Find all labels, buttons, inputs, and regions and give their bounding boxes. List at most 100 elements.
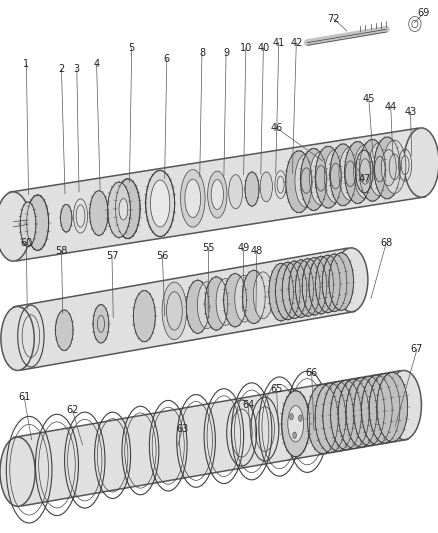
- Ellipse shape: [60, 204, 72, 232]
- Ellipse shape: [1, 306, 34, 370]
- Ellipse shape: [162, 282, 186, 340]
- Ellipse shape: [93, 305, 109, 343]
- Text: 68: 68: [379, 238, 392, 247]
- Ellipse shape: [119, 199, 127, 220]
- Text: 61: 61: [18, 392, 30, 402]
- Ellipse shape: [345, 378, 376, 447]
- Ellipse shape: [197, 282, 216, 329]
- Ellipse shape: [385, 370, 420, 440]
- Ellipse shape: [242, 270, 265, 324]
- Ellipse shape: [282, 261, 306, 319]
- Ellipse shape: [314, 383, 345, 453]
- Ellipse shape: [253, 272, 272, 319]
- Text: 41: 41: [272, 38, 284, 47]
- Text: 42: 42: [290, 38, 302, 47]
- Text: 47: 47: [357, 174, 370, 183]
- Ellipse shape: [268, 263, 293, 321]
- Text: 9: 9: [223, 49, 229, 58]
- Ellipse shape: [107, 182, 130, 238]
- Text: 64: 64: [241, 400, 254, 410]
- Text: 65: 65: [270, 384, 282, 394]
- Ellipse shape: [355, 150, 372, 193]
- Ellipse shape: [307, 384, 337, 454]
- Text: 55: 55: [202, 243, 214, 253]
- Ellipse shape: [358, 139, 385, 201]
- Ellipse shape: [288, 260, 313, 317]
- Ellipse shape: [115, 179, 140, 239]
- Ellipse shape: [324, 149, 346, 203]
- Text: 57: 57: [106, 251, 118, 261]
- Ellipse shape: [308, 256, 333, 314]
- Text: 1: 1: [23, 59, 29, 69]
- Ellipse shape: [0, 192, 31, 261]
- Text: 62: 62: [66, 406, 78, 415]
- Text: 58: 58: [55, 246, 67, 255]
- Text: 8: 8: [198, 49, 205, 58]
- Ellipse shape: [186, 280, 208, 334]
- Ellipse shape: [275, 262, 300, 320]
- Ellipse shape: [55, 310, 73, 351]
- Polygon shape: [14, 248, 354, 370]
- Ellipse shape: [330, 381, 360, 450]
- Text: 56: 56: [156, 251, 168, 261]
- Ellipse shape: [309, 152, 332, 205]
- Ellipse shape: [133, 290, 155, 342]
- Text: 63: 63: [176, 424, 188, 434]
- Ellipse shape: [20, 202, 36, 247]
- Text: 4: 4: [93, 59, 99, 69]
- Text: 72: 72: [327, 14, 339, 23]
- Ellipse shape: [292, 432, 296, 439]
- Ellipse shape: [289, 414, 293, 420]
- Text: 66: 66: [305, 368, 317, 378]
- Ellipse shape: [260, 172, 272, 202]
- Ellipse shape: [285, 151, 311, 213]
- Ellipse shape: [205, 277, 227, 330]
- Text: 48: 48: [250, 246, 262, 255]
- Text: 2: 2: [58, 64, 64, 74]
- Text: 49: 49: [237, 243, 249, 253]
- Ellipse shape: [381, 150, 396, 186]
- Ellipse shape: [403, 128, 438, 197]
- Ellipse shape: [334, 248, 367, 312]
- Text: 6: 6: [163, 54, 170, 63]
- Ellipse shape: [328, 253, 353, 310]
- Ellipse shape: [360, 375, 391, 445]
- Ellipse shape: [211, 180, 223, 209]
- Ellipse shape: [27, 195, 49, 251]
- Text: 45: 45: [362, 94, 374, 103]
- Ellipse shape: [0, 437, 35, 506]
- Ellipse shape: [353, 376, 384, 446]
- Ellipse shape: [338, 379, 368, 448]
- Ellipse shape: [321, 254, 346, 311]
- Ellipse shape: [329, 144, 355, 206]
- Text: 5: 5: [128, 43, 134, 53]
- Ellipse shape: [180, 169, 205, 227]
- Text: 44: 44: [384, 102, 396, 111]
- Ellipse shape: [89, 191, 108, 236]
- Ellipse shape: [295, 259, 319, 316]
- Text: 43: 43: [403, 107, 416, 117]
- Text: 40: 40: [257, 43, 269, 53]
- Polygon shape: [14, 371, 407, 506]
- Ellipse shape: [367, 142, 390, 196]
- Ellipse shape: [382, 140, 405, 193]
- Ellipse shape: [322, 382, 353, 451]
- Text: 46: 46: [270, 123, 282, 133]
- Ellipse shape: [376, 373, 407, 442]
- Ellipse shape: [298, 415, 301, 421]
- Ellipse shape: [223, 273, 246, 327]
- Ellipse shape: [287, 406, 303, 442]
- Text: 3: 3: [74, 64, 80, 74]
- Ellipse shape: [281, 391, 309, 457]
- Ellipse shape: [301, 257, 326, 315]
- Ellipse shape: [234, 275, 254, 322]
- Ellipse shape: [315, 255, 339, 313]
- Text: 10: 10: [239, 43, 251, 53]
- Text: 69: 69: [417, 9, 429, 18]
- Ellipse shape: [215, 278, 235, 325]
- Ellipse shape: [314, 146, 341, 208]
- Ellipse shape: [344, 142, 370, 204]
- Ellipse shape: [300, 149, 326, 211]
- Text: 67: 67: [410, 344, 422, 354]
- Ellipse shape: [145, 171, 174, 237]
